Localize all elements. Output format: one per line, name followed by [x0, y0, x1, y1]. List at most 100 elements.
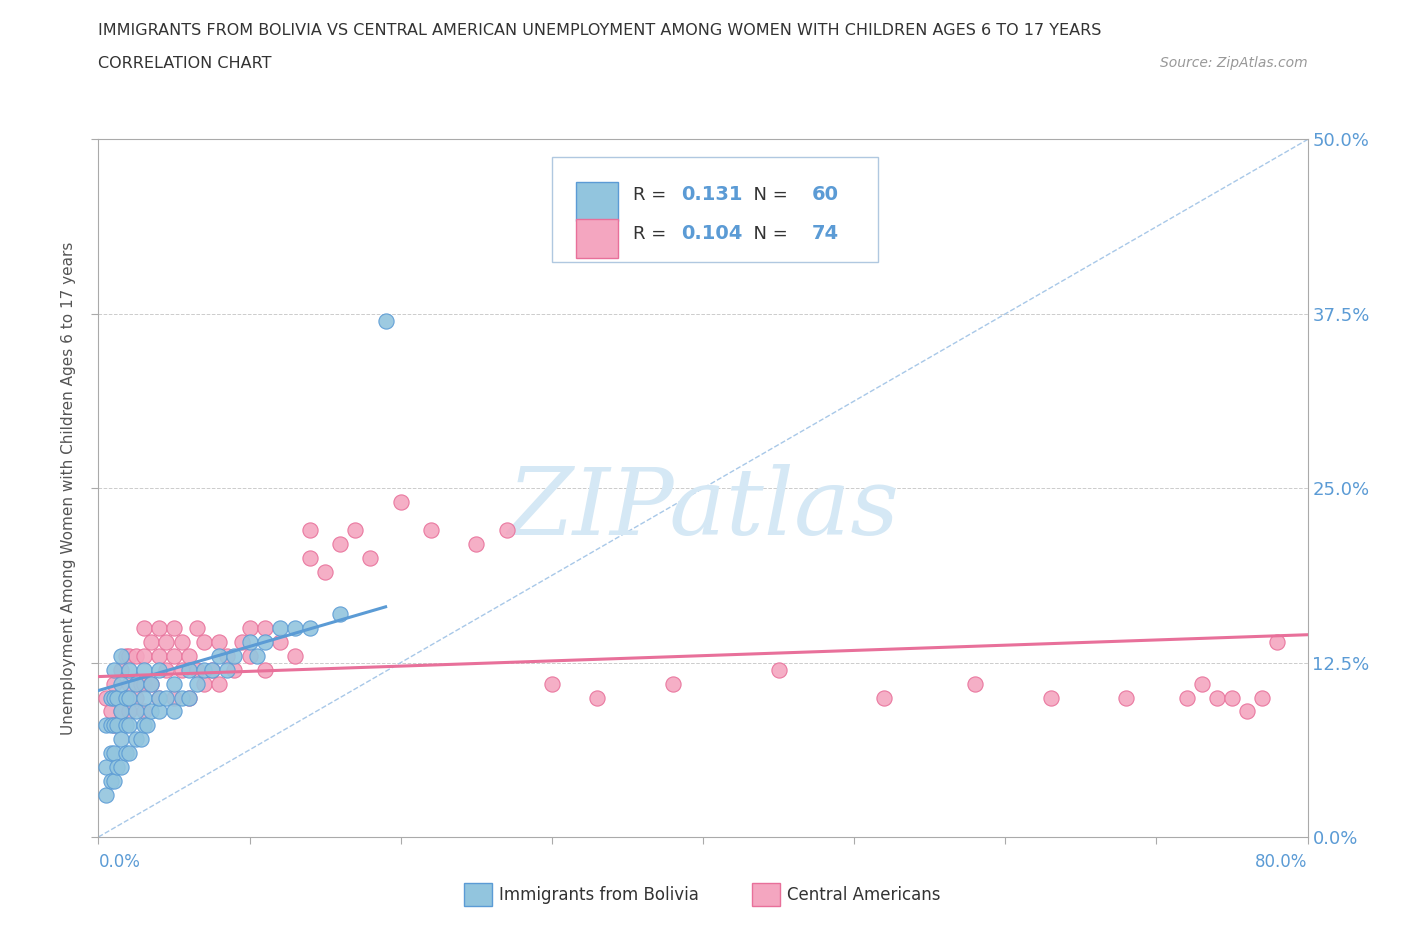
- Point: [179, 662, 201, 677]
- Point: [125, 690, 148, 705]
- Point: [103, 718, 125, 733]
- FancyBboxPatch shape: [553, 157, 879, 261]
- Point: [103, 690, 125, 705]
- Point: [186, 676, 208, 691]
- Point: [118, 704, 141, 719]
- Point: [215, 648, 238, 663]
- Point: [141, 704, 163, 719]
- Point: [329, 606, 352, 621]
- Point: [125, 648, 148, 663]
- Point: [163, 690, 186, 705]
- Point: [768, 662, 790, 677]
- Text: 80.0%: 80.0%: [1256, 853, 1308, 871]
- Point: [193, 634, 215, 649]
- Point: [208, 648, 231, 663]
- Point: [141, 676, 163, 691]
- Point: [420, 523, 443, 538]
- Point: [132, 662, 155, 677]
- Point: [253, 634, 276, 649]
- Point: [141, 634, 163, 649]
- Point: [163, 676, 186, 691]
- Point: [155, 634, 177, 649]
- Point: [193, 676, 215, 691]
- Point: [118, 690, 141, 705]
- Point: [110, 704, 132, 719]
- Point: [118, 648, 141, 663]
- Point: [239, 648, 262, 663]
- Point: [586, 690, 609, 705]
- Point: [148, 690, 170, 705]
- Point: [114, 718, 136, 733]
- Point: [118, 746, 141, 761]
- Text: R =: R =: [633, 225, 672, 243]
- Point: [329, 537, 352, 551]
- Point: [94, 760, 117, 775]
- Point: [170, 690, 193, 705]
- Point: [148, 690, 170, 705]
- Text: Central Americans: Central Americans: [787, 885, 941, 904]
- Point: [374, 313, 396, 328]
- Point: [1175, 690, 1198, 705]
- Point: [299, 551, 322, 565]
- Point: [125, 676, 148, 691]
- Point: [1267, 634, 1289, 649]
- Point: [118, 676, 141, 691]
- Point: [246, 648, 269, 663]
- Point: [110, 676, 132, 691]
- Point: [100, 746, 122, 761]
- Point: [179, 690, 201, 705]
- Point: [148, 704, 170, 719]
- Text: 0.131: 0.131: [682, 185, 742, 204]
- Text: ZIPatlas: ZIPatlas: [508, 464, 898, 554]
- Point: [100, 704, 122, 719]
- Point: [132, 648, 155, 663]
- Point: [132, 620, 155, 635]
- Text: R =: R =: [633, 186, 672, 204]
- Point: [540, 676, 562, 691]
- Point: [269, 620, 291, 635]
- Point: [873, 690, 896, 705]
- Point: [110, 760, 132, 775]
- Y-axis label: Unemployment Among Women with Children Ages 6 to 17 years: Unemployment Among Women with Children A…: [60, 242, 76, 735]
- Point: [662, 676, 685, 691]
- Point: [100, 690, 122, 705]
- Point: [103, 718, 125, 733]
- Point: [132, 704, 155, 719]
- Text: CORRELATION CHART: CORRELATION CHART: [98, 56, 271, 71]
- Point: [1236, 704, 1258, 719]
- Point: [148, 648, 170, 663]
- Point: [163, 620, 186, 635]
- Point: [148, 620, 170, 635]
- Point: [253, 662, 276, 677]
- Point: [94, 690, 117, 705]
- Point: [1220, 690, 1243, 705]
- Point: [103, 774, 125, 789]
- Point: [155, 690, 177, 705]
- Text: N =: N =: [742, 186, 793, 204]
- Point: [163, 648, 186, 663]
- Point: [231, 634, 253, 649]
- Point: [1206, 690, 1229, 705]
- Point: [114, 690, 136, 705]
- Text: 74: 74: [811, 224, 839, 243]
- Point: [299, 523, 322, 538]
- Point: [201, 662, 224, 677]
- Point: [155, 662, 177, 677]
- Point: [110, 732, 132, 747]
- Point: [299, 620, 322, 635]
- Text: Immigrants from Bolivia: Immigrants from Bolivia: [499, 885, 699, 904]
- Text: 60: 60: [811, 185, 839, 204]
- Point: [114, 746, 136, 761]
- Point: [118, 662, 141, 677]
- Point: [94, 718, 117, 733]
- Point: [105, 760, 128, 775]
- Point: [360, 551, 382, 565]
- Text: IMMIGRANTS FROM BOLIVIA VS CENTRAL AMERICAN UNEMPLOYMENT AMONG WOMEN WITH CHILDR: IMMIGRANTS FROM BOLIVIA VS CENTRAL AMERI…: [98, 23, 1102, 38]
- Point: [103, 676, 125, 691]
- Point: [1251, 690, 1274, 705]
- FancyBboxPatch shape: [576, 182, 619, 220]
- Point: [148, 662, 170, 677]
- Point: [129, 676, 152, 691]
- Text: 0.0%: 0.0%: [98, 853, 141, 871]
- Point: [1191, 676, 1213, 691]
